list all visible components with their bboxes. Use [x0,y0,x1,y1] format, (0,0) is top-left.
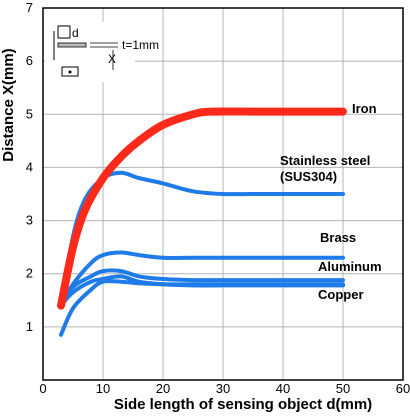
series-line-iron [57,107,347,310]
x-tick-label: 30 [216,381,230,396]
x-tick-label: 50 [336,381,350,396]
inset-x-label: X [108,52,116,66]
y-tick-label: 7 [26,0,33,15]
y-tick-label: 6 [26,53,33,68]
target-plate-icon [57,42,87,48]
y-axis-title: Distance X(mm) [0,48,17,161]
label-stainless-line2: (SUS304) [280,169,337,184]
sensor-dot-icon [68,70,72,74]
label-brass: Brass [320,230,356,245]
y-tick-label: 4 [26,159,33,174]
y-tick-label: 2 [26,266,33,281]
label-aluminum: Aluminum [318,259,382,274]
x-tick-label: 10 [96,381,110,396]
plot-frame [42,7,404,381]
label-iron: Iron [352,101,377,116]
y-tick-label: 3 [26,213,33,228]
label-copper: Copper [318,287,364,302]
y-tick-label: 1 [26,319,33,334]
series-line-stainless-steel-sus304 [59,170,345,308]
y-tick-label: 5 [26,106,33,121]
target-square-icon [57,25,71,39]
inset-t-label: t=1mm [122,38,159,52]
x-tick-label: 60 [396,381,410,396]
x-tick-label: 20 [156,381,170,396]
series-line-brass [59,250,345,308]
y-tick-labels: 1 2 3 4 5 6 7 [26,0,33,334]
series-line-unlabeled [59,279,345,337]
x-tick-label: 40 [276,381,290,396]
label-stainless-line1: Stainless steel [280,153,370,168]
x-tick-label: 0 [39,381,46,396]
x-axis-title: Side length of sensing object d(mm) [114,396,372,413]
sensing-diagram: d t=1mm X [45,22,159,82]
series-layer [57,107,347,337]
x-tick-labels: 0 10 20 30 40 50 60 [39,381,410,396]
series-line-aluminum [59,268,345,308]
inset-d-label: d [72,26,79,40]
